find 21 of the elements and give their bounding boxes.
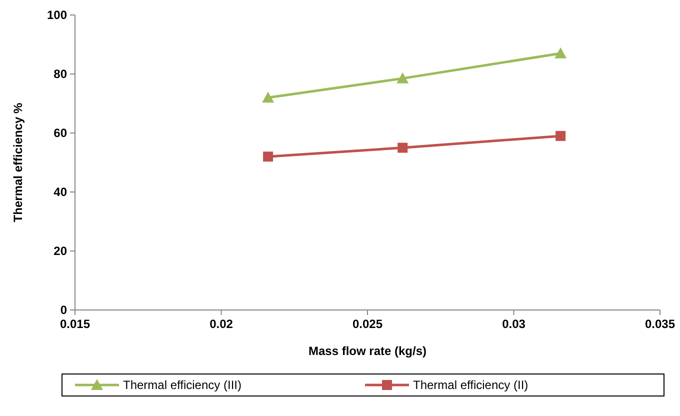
x-tick-label: 0.035 [644, 317, 676, 331]
point [262, 92, 274, 103]
point [398, 142, 408, 153]
legend-label: Thermal efficiency (III) [123, 378, 242, 392]
x-tick-label: 0.025 [352, 317, 383, 331]
y-tick-label: 20 [54, 244, 68, 258]
y-tick-label: 40 [54, 185, 68, 199]
x-tick-label: 0.015 [60, 317, 90, 331]
y-tick-label: 60 [54, 126, 68, 140]
y-tick-label: 0 [60, 303, 68, 317]
legend-label: Thermal efficiency (II) [413, 378, 528, 392]
point [396, 72, 409, 84]
y-axis-title: Thermal efficiency % [11, 102, 25, 222]
x-axis-title: Mass flow rate (kg/s) [308, 344, 427, 358]
x-tick-label: 0.03 [502, 317, 526, 331]
point [263, 152, 274, 162]
point [556, 130, 566, 141]
y-tick-label: 80 [54, 67, 68, 81]
point [554, 47, 567, 58]
y-tick-label: 100 [46, 8, 68, 22]
x-tick-label: 0.02 [210, 317, 234, 331]
